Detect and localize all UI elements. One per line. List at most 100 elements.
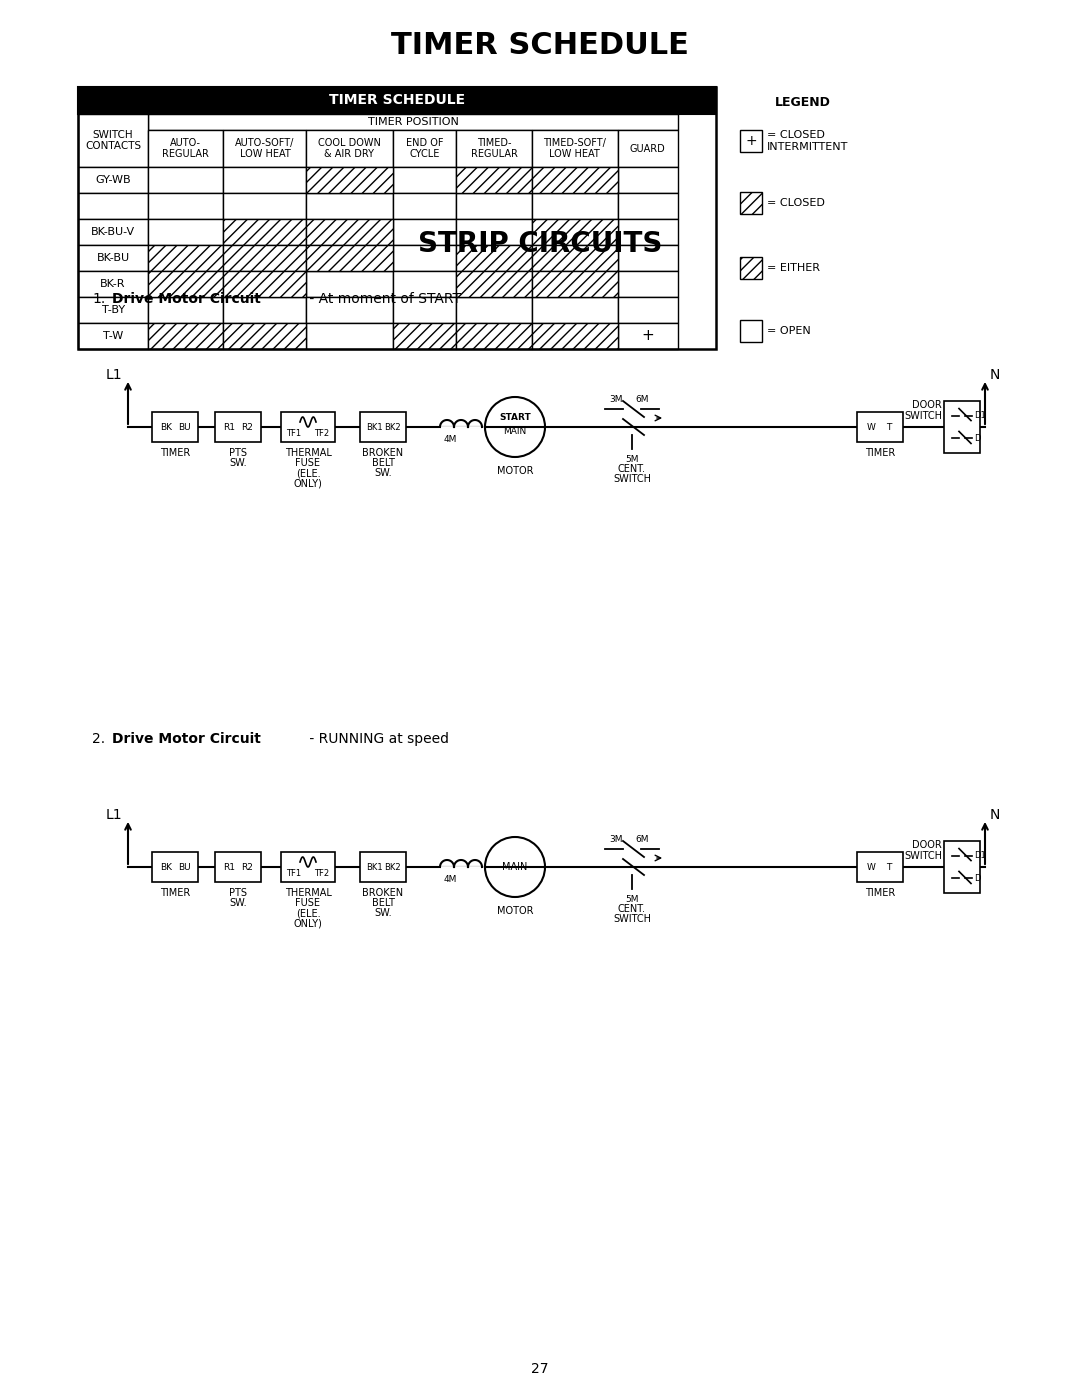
Text: BELT: BELT <box>372 898 394 908</box>
Text: 2.: 2. <box>92 732 105 746</box>
Text: BK1: BK1 <box>366 422 382 432</box>
Text: TIMER: TIMER <box>160 888 190 898</box>
Text: TIMER POSITION: TIMER POSITION <box>367 117 458 127</box>
Bar <box>224 244 307 271</box>
Bar <box>224 130 307 168</box>
Text: TIMED-SOFT/
LOW HEAT: TIMED-SOFT/ LOW HEAT <box>543 138 606 159</box>
Bar <box>307 219 392 244</box>
Text: START: START <box>499 414 531 422</box>
Bar <box>618 193 678 219</box>
Bar <box>531 244 618 271</box>
Bar <box>78 244 148 271</box>
Text: N: N <box>990 367 1000 381</box>
Text: (ELE.: (ELE. <box>296 468 321 478</box>
Text: FUSE: FUSE <box>296 898 321 908</box>
Text: TF1: TF1 <box>286 869 301 877</box>
Bar <box>392 168 457 193</box>
Bar <box>215 412 261 441</box>
Text: STRIP CIRCUITS: STRIP CIRCUITS <box>418 231 662 258</box>
Text: TIMER SCHEDULE: TIMER SCHEDULE <box>329 94 465 108</box>
Text: SW.: SW. <box>374 908 392 918</box>
Text: BK-BU: BK-BU <box>96 253 130 263</box>
Bar <box>224 193 307 219</box>
Text: BU: BU <box>178 862 190 872</box>
Text: +: + <box>642 328 654 344</box>
Text: - RUNNING at speed: - RUNNING at speed <box>305 732 449 746</box>
Text: D1: D1 <box>974 851 986 861</box>
Text: 3M: 3M <box>609 834 623 844</box>
Bar <box>740 257 762 279</box>
Text: LEGEND: LEGEND <box>775 95 831 109</box>
Text: BELT: BELT <box>372 458 394 468</box>
Text: N: N <box>990 807 1000 821</box>
Text: 6M: 6M <box>635 394 649 404</box>
Bar <box>618 271 678 298</box>
Text: SWITCH: SWITCH <box>904 851 942 861</box>
Text: TIMER: TIMER <box>865 888 895 898</box>
Text: Drive Motor Circuit: Drive Motor Circuit <box>112 732 261 746</box>
Text: T: T <box>887 862 892 872</box>
Bar <box>618 168 678 193</box>
Text: 4M: 4M <box>443 434 457 443</box>
Text: TIMED-
REGULAR: TIMED- REGULAR <box>471 138 517 159</box>
Text: = OPEN: = OPEN <box>767 326 811 337</box>
Bar <box>618 130 678 168</box>
Bar <box>360 412 406 441</box>
Bar <box>152 412 198 441</box>
Text: 1.: 1. <box>92 292 105 306</box>
Text: 5M: 5M <box>625 894 638 904</box>
Bar <box>224 168 307 193</box>
Text: D1: D1 <box>974 411 986 420</box>
Text: - At moment of START: - At moment of START <box>305 292 461 306</box>
Text: GUARD: GUARD <box>630 144 665 154</box>
Bar <box>215 852 261 882</box>
Text: TIMER SCHEDULE: TIMER SCHEDULE <box>391 31 689 60</box>
Text: BK1: BK1 <box>366 862 382 872</box>
Bar <box>392 271 457 298</box>
Text: T-BY: T-BY <box>102 305 124 314</box>
Bar <box>531 130 618 168</box>
Bar <box>392 130 457 168</box>
Bar <box>148 115 678 130</box>
Bar <box>457 130 531 168</box>
Text: DOOR: DOOR <box>913 840 942 849</box>
Text: BU: BU <box>178 422 190 432</box>
Text: AUTO-SOFT/
LOW HEAT: AUTO-SOFT/ LOW HEAT <box>235 138 295 159</box>
Text: BK: BK <box>160 422 172 432</box>
Text: PTS: PTS <box>229 448 247 458</box>
Bar <box>618 219 678 244</box>
Bar <box>307 298 392 323</box>
Text: SW.: SW. <box>374 468 392 478</box>
Bar <box>78 87 716 115</box>
Text: SWITCH: SWITCH <box>613 474 651 483</box>
Text: ONLY): ONLY) <box>294 918 323 928</box>
Bar <box>224 323 307 349</box>
Bar <box>78 168 148 193</box>
Text: R1: R1 <box>222 862 235 872</box>
Text: SWITCH: SWITCH <box>904 411 942 420</box>
Text: 4M: 4M <box>443 875 457 883</box>
Text: R2: R2 <box>241 422 253 432</box>
Text: L1: L1 <box>106 807 122 821</box>
Text: 5M: 5M <box>625 454 638 464</box>
Bar <box>78 193 148 219</box>
Bar <box>858 852 903 882</box>
Text: THERMAL: THERMAL <box>284 888 332 898</box>
Text: MAIN: MAIN <box>503 427 527 436</box>
Text: D: D <box>974 434 981 443</box>
Text: CENT.: CENT. <box>618 464 646 474</box>
Bar <box>531 271 618 298</box>
Text: = CLOSED
INTERMITTENT: = CLOSED INTERMITTENT <box>767 130 849 152</box>
Text: GY-WB: GY-WB <box>95 175 131 184</box>
Bar <box>457 271 531 298</box>
Bar <box>152 852 198 882</box>
Text: +: + <box>745 134 757 148</box>
Text: TIMER: TIMER <box>160 448 190 458</box>
Bar <box>531 298 618 323</box>
Text: BROKEN: BROKEN <box>363 448 404 458</box>
Bar <box>78 298 148 323</box>
Bar <box>457 193 531 219</box>
Text: D: D <box>974 875 981 883</box>
Text: BK-R: BK-R <box>100 279 126 289</box>
Text: DOOR: DOOR <box>913 400 942 409</box>
